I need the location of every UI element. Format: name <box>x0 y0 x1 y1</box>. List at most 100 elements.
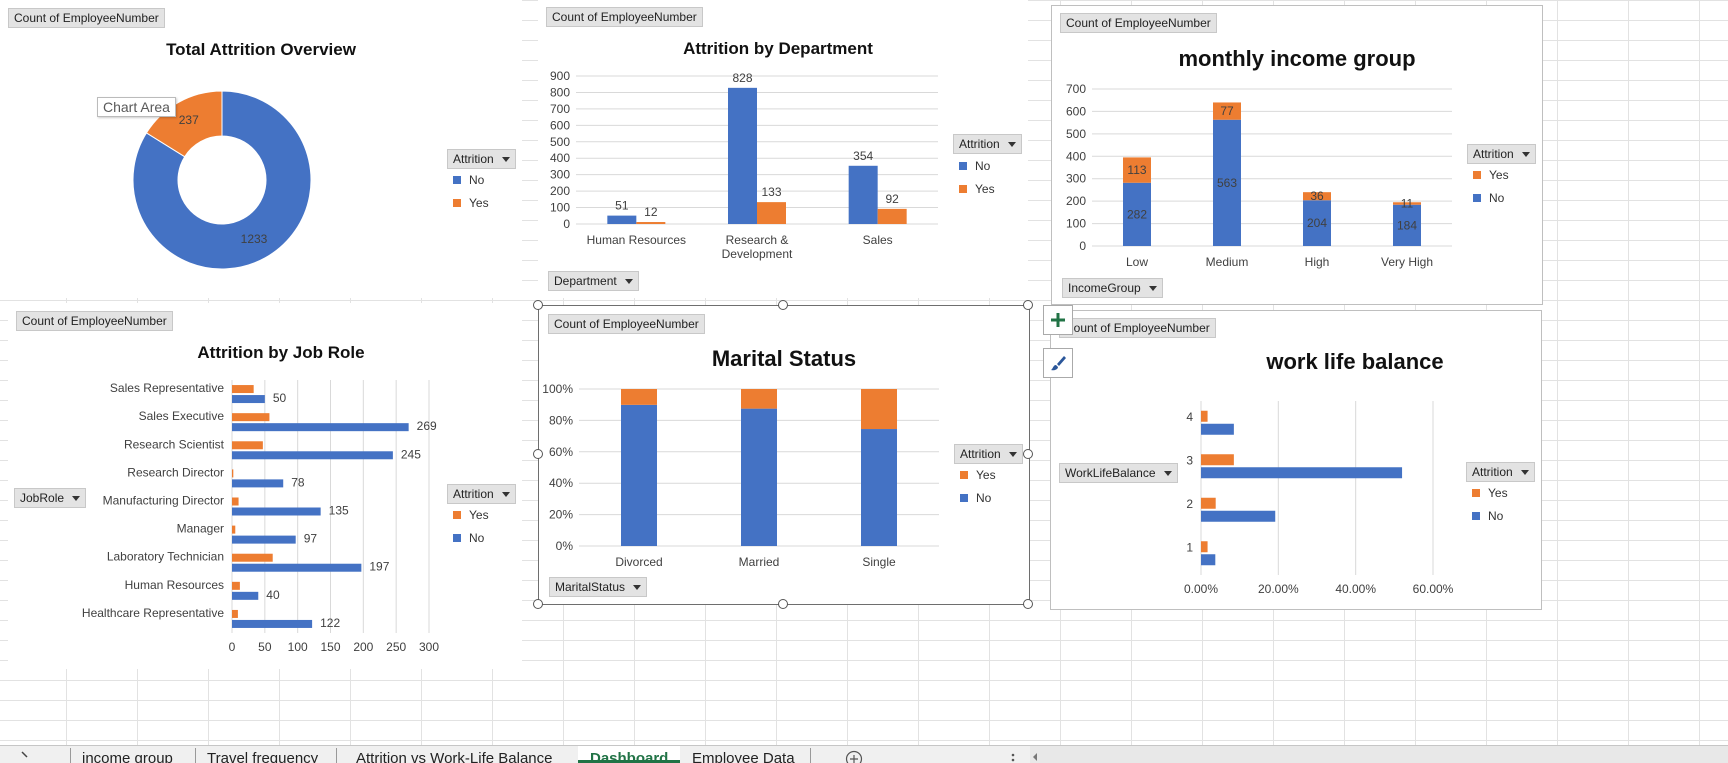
bar-no <box>1201 424 1234 435</box>
resize-handle-w[interactable] <box>533 449 543 459</box>
y-tick-label: 500 <box>550 135 570 149</box>
swatch-blue <box>453 534 461 542</box>
swatch-blue <box>1472 512 1480 520</box>
bar-no <box>232 592 258 600</box>
data-label: 77 <box>1220 104 1234 118</box>
y-tick-label: 700 <box>550 102 570 116</box>
bar <box>757 202 786 224</box>
data-label: 97 <box>304 532 318 546</box>
plus-circle-icon <box>845 746 863 763</box>
data-label: 184 <box>1397 218 1417 232</box>
bar-yes <box>232 498 239 506</box>
swatch-orange <box>959 185 967 193</box>
y-tick-label: 0% <box>556 539 574 553</box>
axis-field-button[interactable]: Department <box>548 271 639 291</box>
swatch-blue <box>960 494 968 502</box>
bar-no <box>232 451 393 459</box>
resize-handle-n[interactable] <box>778 300 788 310</box>
resize-handle-nw[interactable] <box>533 300 543 310</box>
bar-yes <box>1201 498 1216 509</box>
data-label: 51 <box>615 199 629 213</box>
chart-styles-button[interactable] <box>1043 348 1073 378</box>
x-tick-label: 150 <box>320 640 340 654</box>
bar-segment <box>621 389 657 405</box>
legend-entry: Yes <box>453 503 489 526</box>
axis-field-button[interactable]: MaritalStatus <box>549 577 647 597</box>
bar <box>878 209 907 224</box>
bar-yes <box>1201 411 1208 422</box>
legend-button-label: Attrition <box>1473 147 1514 161</box>
data-label: 269 <box>417 419 437 433</box>
y-tick-label: Research Scientist <box>124 437 225 451</box>
x-tick-label: 0.00% <box>1184 582 1218 596</box>
legend-label: No <box>469 173 484 187</box>
bar-no <box>232 536 296 544</box>
chevron-right-icon <box>20 746 30 763</box>
axis-button-label: MaritalStatus <box>555 580 625 594</box>
bar <box>607 216 636 224</box>
bar-no <box>232 395 265 403</box>
legend-field-button[interactable]: Attrition <box>447 484 516 504</box>
swatch-orange <box>960 471 968 479</box>
dropdown-arrow-icon <box>1149 286 1157 291</box>
axis-field-button[interactable]: JobRole <box>14 488 86 508</box>
legend-label: No <box>976 491 991 505</box>
bar <box>728 88 757 224</box>
legend: No Yes <box>453 168 489 214</box>
data-label: 11 <box>1401 196 1414 210</box>
resize-handle-e[interactable] <box>1023 449 1033 459</box>
data-label: 245 <box>401 447 421 461</box>
dropdown-arrow-icon <box>502 157 510 162</box>
swatch-orange <box>1473 171 1481 179</box>
tab-divider <box>810 748 811 763</box>
more-options-icon[interactable] <box>1010 746 1016 763</box>
horizontal-scrollbar[interactable] <box>1030 746 1728 763</box>
tab-employee-data[interactable]: Employee Data <box>692 746 795 763</box>
data-label: 36 <box>1310 189 1324 203</box>
resize-handle-ne[interactable] <box>1023 300 1033 310</box>
y-tick-label: 60% <box>549 445 573 459</box>
tab-travel-frequency[interactable]: Travel frequency <box>207 746 318 763</box>
tab-scroll-left[interactable] <box>20 746 50 763</box>
chart-work-life-balance[interactable]: Count of EmployeeNumber work life balanc… <box>1050 310 1542 610</box>
chart-total-attrition-overview[interactable]: Count of EmployeeNumber Total Attrition … <box>0 0 522 298</box>
legend-field-button[interactable]: Attrition <box>954 444 1023 464</box>
y-tick-label: 0 <box>1079 239 1086 253</box>
tab-income-group[interactable]: income group <box>82 746 173 763</box>
chart-marital-status[interactable]: Count of EmployeeNumber Marital Status 0… <box>538 305 1030 605</box>
legend: Yes No <box>1473 163 1509 209</box>
tab-dashboard[interactable]: Dashboard <box>578 746 680 763</box>
bar-yes <box>232 441 263 449</box>
x-tick-label: Human Resources <box>587 233 686 247</box>
axis-field-button[interactable]: IncomeGroup <box>1062 278 1163 298</box>
dropdown-arrow-icon <box>502 492 510 497</box>
chart-attrition-by-job-role[interactable]: Count of EmployeeNumber Attrition by Job… <box>8 303 522 669</box>
chart-attrition-by-department[interactable]: Count of EmployeeNumber Attrition by Dep… <box>538 0 1028 298</box>
legend-field-button[interactable]: Attrition <box>447 149 516 169</box>
bar <box>636 222 665 224</box>
legend-entry: Yes <box>1472 481 1508 504</box>
data-label: 40 <box>266 588 280 602</box>
y-tick-label: Sales Executive <box>139 409 225 423</box>
x-tick-label: 60.00% <box>1413 582 1454 596</box>
dropdown-arrow-icon <box>1008 142 1016 147</box>
add-sheet-button[interactable] <box>845 746 863 763</box>
x-tick-label: 200 <box>353 640 373 654</box>
resize-handle-sw[interactable] <box>533 599 543 609</box>
plus-icon <box>1050 312 1066 328</box>
legend-field-button[interactable]: Attrition <box>1467 144 1536 164</box>
legend-field-button[interactable]: Attrition <box>953 134 1022 154</box>
swatch-orange <box>453 199 461 207</box>
chart-monthly-income-group[interactable]: Count of EmployeeNumber monthly income g… <box>1051 5 1543 305</box>
tab-attrition-vs-work-life-balance[interactable]: Attrition vs Work-Life Balance <box>356 746 552 763</box>
legend-field-button[interactable]: Attrition <box>1466 462 1535 482</box>
resize-handle-s[interactable] <box>778 599 788 609</box>
resize-handle-se[interactable] <box>1023 599 1033 609</box>
chart-elements-button[interactable] <box>1043 305 1073 335</box>
y-tick-label: 4 <box>1186 410 1193 424</box>
axis-field-button[interactable]: WorkLifeBalance <box>1059 463 1178 483</box>
x-tick-label: 20.00% <box>1258 582 1299 596</box>
y-tick-label: 100 <box>550 201 570 215</box>
x-tick-label: Sales <box>863 233 893 247</box>
